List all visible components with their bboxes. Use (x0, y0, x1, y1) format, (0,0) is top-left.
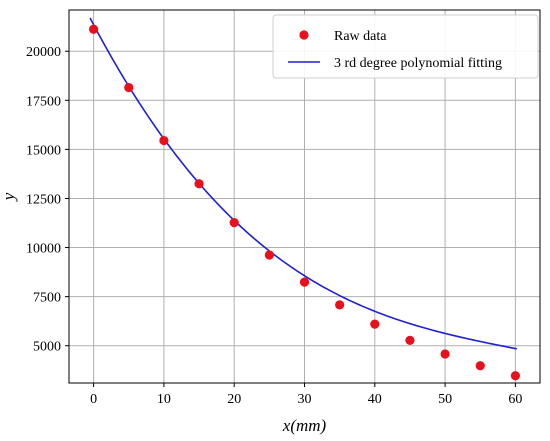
data-point (124, 82, 134, 93)
data-point (159, 135, 169, 146)
fit-line-group (89, 17, 517, 350)
raw-data-points (89, 24, 520, 381)
y-axis-ticks: 5000 7500 10000 12500 15000 17500 20000 (26, 45, 69, 355)
x-tick-label: 0 (90, 392, 97, 407)
data-point (475, 361, 485, 371)
x-tick-label: 10 (157, 392, 171, 407)
data-point (89, 24, 99, 34)
data-point (335, 300, 345, 310)
data-point (510, 371, 520, 381)
legend-label-raw-data: Raw data (334, 29, 387, 44)
data-point (229, 218, 239, 228)
x-axis-ticks: 0 10 20 30 40 50 60 (90, 383, 522, 407)
data-point (299, 277, 310, 287)
legend: Raw data 3 rd degree polynomial fitting (272, 14, 539, 79)
legend-label-polynomial-fitting: 3 rd degree polynomial fitting (334, 56, 502, 71)
data-point (264, 250, 274, 260)
data-point (440, 349, 450, 359)
x-tick-label: 40 (368, 392, 382, 407)
y-tick-label: 12500 (26, 192, 61, 207)
x-tick-label: 30 (298, 392, 312, 407)
plot-frame (68, 9, 541, 384)
y-tick-label: 20000 (26, 45, 61, 60)
x-tick-label: 60 (508, 392, 522, 407)
y-tick-label: 15000 (26, 143, 61, 158)
x-tick-label: 20 (227, 392, 241, 407)
legend-box (272, 14, 539, 79)
fit-line (89, 17, 517, 350)
y-tick-label: 17500 (26, 94, 61, 109)
data-point (370, 319, 380, 329)
y-tick-label: 10000 (26, 242, 61, 257)
y-tick-label: 5000 (33, 340, 61, 355)
y-axis-label: y (0, 192, 18, 202)
x-axis-label: x(mm) (282, 416, 327, 435)
y-tick-label: 7500 (33, 291, 61, 306)
x-tick-label: 50 (438, 392, 452, 407)
legend-marker-raw-data (299, 30, 309, 40)
data-point (194, 179, 204, 189)
data-point (405, 335, 415, 345)
